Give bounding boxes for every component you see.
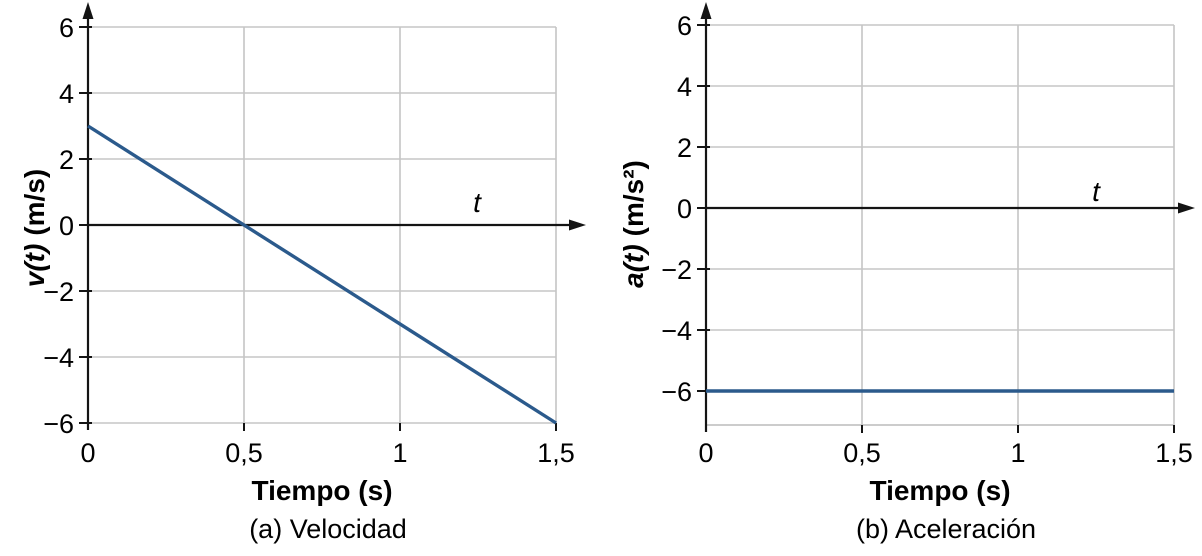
- x-axis-symbol: t: [473, 187, 482, 218]
- x-axis-arrow-icon: [1178, 202, 1195, 214]
- chart-caption: (b) Aceleración: [856, 514, 1036, 544]
- y-tick-label: −4: [661, 316, 692, 346]
- chart-caption: (a) Velocidad: [249, 514, 407, 544]
- x-tick-label: 0,5: [225, 438, 263, 468]
- acceleration-chart: 6 4 2 0 −2 −4 −6 0 0,5 1 1,5 t a(t) (m/s²) Tiempo (s) (…: [618, 2, 1195, 544]
- y-axis-label-units: (m/s²): [618, 160, 649, 236]
- y-tick-label: 0: [677, 194, 692, 224]
- y-tick-label: 4: [677, 72, 692, 102]
- chart-panel-velocity: 6 4 2 0 −2 −4 −6 0 0,5 1 1,5 t v(t)(m/s) Tiempo (s) (a…: [0, 0, 601, 551]
- y-tick-label: −6: [661, 377, 692, 407]
- y-axis-label-units: (m/s): [19, 169, 50, 236]
- x-tick-label: 0,5: [843, 438, 881, 468]
- x-axis-label: Tiempo (s): [251, 475, 392, 506]
- x-tick-label: 0: [80, 438, 95, 468]
- data-line-velocidad: [87, 124, 557, 425]
- y-tick-label: 2: [677, 133, 692, 163]
- x-tick-label: 0: [698, 438, 713, 468]
- x-tick-label: 1,5: [1155, 438, 1193, 468]
- y-tick-label: 6: [59, 13, 74, 43]
- y-axis-label-variable: v(t): [19, 244, 50, 288]
- x-tick-label: 1,5: [537, 438, 575, 468]
- y-axis-arrow-icon: [700, 2, 712, 19]
- y-tick-label: −6: [43, 409, 74, 439]
- x-axis-symbol: t: [1092, 176, 1101, 207]
- y-axis-arrow-icon: [82, 2, 94, 19]
- y-tick-label: −2: [43, 277, 74, 307]
- y-tick-label: 6: [677, 11, 692, 41]
- y-tick-label: −4: [43, 343, 74, 373]
- y-axis-label: a(t) (m/s²): [618, 160, 649, 288]
- x-axis-arrow-icon: [569, 219, 586, 231]
- y-tick-label: 2: [59, 145, 74, 175]
- x-axis-label: Tiempo (s): [869, 475, 1010, 506]
- x-tick-label: 1: [392, 438, 407, 468]
- y-tick-label: −2: [661, 255, 692, 285]
- y-tick-label: 4: [59, 79, 74, 109]
- y-axis-label-variable: a(t): [618, 244, 649, 288]
- x-tick-label: 1: [1010, 438, 1025, 468]
- chart-panel-acceleration: 6 4 2 0 −2 −4 −6 0 0,5 1 1,5 t a(t) (m/s²) Tiempo (s) (…: [601, 0, 1202, 551]
- y-tick-label: 0: [59, 211, 74, 241]
- y-axis-label: v(t) (m/s): [19, 169, 50, 287]
